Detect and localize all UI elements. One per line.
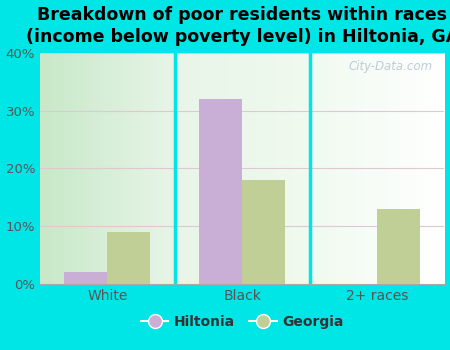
Bar [377, 209, 420, 284]
Legend: Hiltonia, Georgia: Hiltonia, Georgia [135, 310, 349, 335]
Bar [199, 99, 242, 284]
Title: Breakdown of poor residents within races
(income below poverty level) in Hiltoni: Breakdown of poor residents within races… [26, 6, 450, 46]
Text: City-Data.com: City-Data.com [348, 60, 432, 73]
Bar [64, 272, 108, 284]
Bar [242, 180, 285, 284]
Bar [108, 232, 150, 284]
